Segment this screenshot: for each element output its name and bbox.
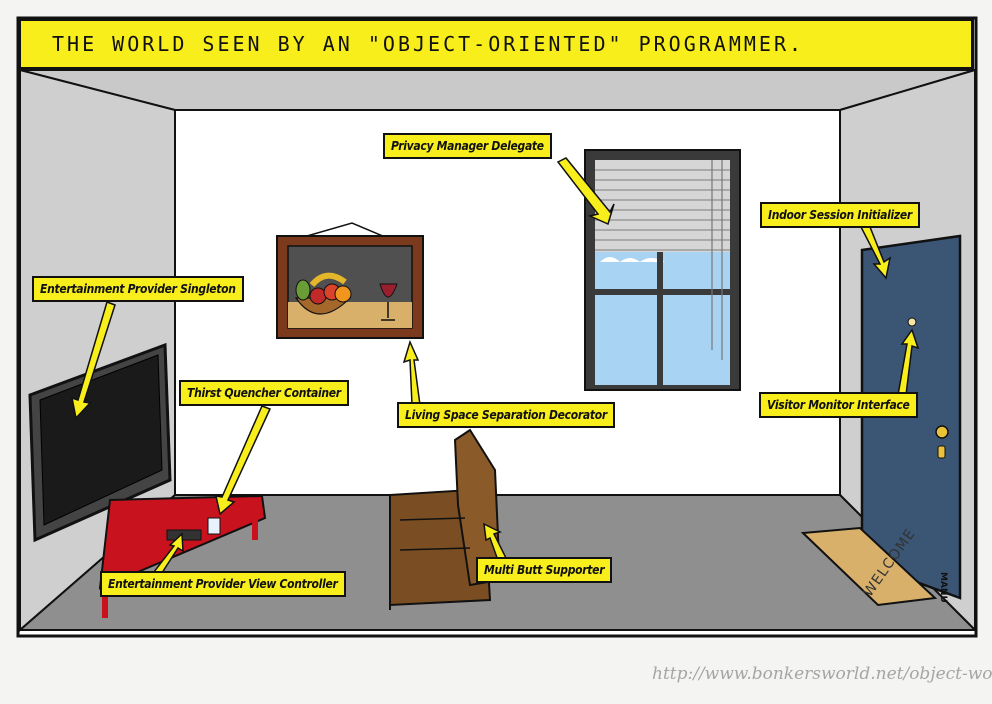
- label-multi-butt-supporter: Multi Butt Supporter: [476, 557, 613, 583]
- doormat: [800, 526, 938, 607]
- source-credit-link[interactable]: http://www.bonkersworld.net/object-world…: [652, 664, 992, 684]
- label-privacy-manager-delegate: Privacy Manager Delegate: [383, 133, 552, 159]
- title-banner: [18, 18, 974, 70]
- annotation-arrows: [71, 157, 920, 580]
- ceiling: [19, 69, 976, 111]
- tv: [28, 342, 172, 543]
- window: [584, 149, 741, 391]
- label-entertainment-provider-view-controller: Entertainment Provider View Controller: [100, 571, 346, 597]
- painting: [276, 222, 424, 339]
- page-title: THE WORLD SEEN BY AN "OBJECT-ORIENTED" P…: [52, 32, 805, 56]
- sofa: [389, 428, 502, 610]
- artist-signature: MANU: [938, 572, 948, 603]
- label-thirst-quencher-container: Thirst Quencher Container: [179, 380, 349, 406]
- label-entertainment-provider-singleton: Entertainment Provider Singleton: [32, 276, 244, 302]
- label-living-space-separation-decorator: Living Space Separation Decorator: [397, 402, 615, 428]
- label-indoor-session-initializer: Indoor Session Initializer: [760, 202, 920, 228]
- label-visitor-monitor-interface: Visitor Monitor Interface: [759, 392, 918, 418]
